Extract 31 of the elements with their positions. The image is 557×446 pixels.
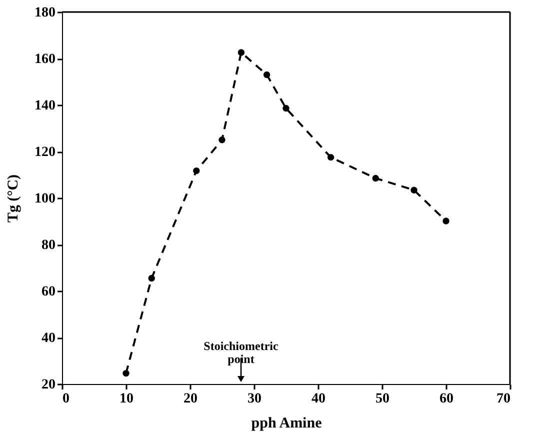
point — [282, 104, 290, 112]
x-tick-label: 0 — [62, 392, 70, 406]
y-tick-label: 180 — [34, 6, 56, 20]
point — [263, 71, 270, 78]
y-tick-label: 40 — [42, 331, 56, 346]
point — [372, 174, 379, 182]
point — [410, 186, 418, 194]
y-tick-label: 160 — [34, 52, 56, 67]
y-tick-label: 100 — [34, 192, 56, 206]
x-tick-label: 70 — [496, 392, 510, 406]
point — [238, 49, 245, 56]
y-tick-label: 20 — [42, 378, 56, 392]
x-tick-label: 60 — [440, 392, 454, 406]
y-tick-label: 140 — [34, 98, 56, 114]
x-axis-title: pph Amine — [251, 416, 322, 432]
x-tick-label: 10 — [120, 392, 134, 406]
point — [193, 167, 200, 174]
point — [122, 370, 130, 377]
y-tick-label: 60 — [42, 284, 56, 300]
x-tick-label: 30 — [248, 392, 262, 406]
point — [218, 136, 226, 144]
y-tick-label: 80 — [42, 238, 56, 253]
x-tick-label: 20 — [184, 392, 198, 406]
y-tick-label: 120 — [34, 145, 56, 160]
point — [442, 218, 450, 224]
x-tick-label: 40 — [312, 392, 326, 406]
y-axis-title: Tg (°C) — [6, 174, 22, 223]
x-tick-label: 50 — [376, 392, 390, 406]
point — [148, 274, 155, 282]
annotation: Stoichiometric point — [204, 339, 279, 366]
point — [327, 154, 334, 161]
